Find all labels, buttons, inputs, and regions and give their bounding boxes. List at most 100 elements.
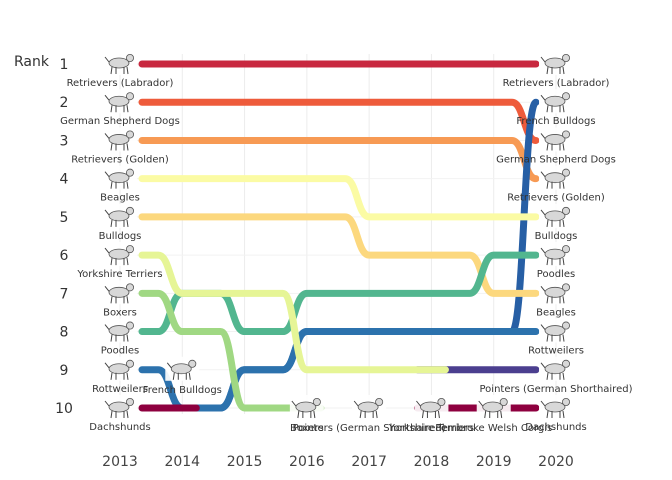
y-tick-label-9: 9 bbox=[60, 363, 69, 379]
dog-icon-legs bbox=[104, 400, 129, 419]
dog-icon-legs bbox=[104, 209, 129, 227]
dog-icon-body bbox=[544, 286, 566, 298]
dog-icon-head bbox=[562, 92, 570, 101]
dog-icon-legs bbox=[540, 133, 565, 151]
series-line-yorkshire-terriers bbox=[138, 251, 449, 374]
dog-label-dachshunds-2020: Dachshunds bbox=[525, 422, 586, 433]
dog-icon-german-shepherd-dogs-2013 bbox=[103, 89, 137, 114]
y-axis-title: Rank bbox=[14, 54, 50, 70]
dog-icon-head bbox=[126, 397, 134, 406]
dog-icon-head bbox=[562, 245, 570, 254]
dog-icon-bulldogs-2020 bbox=[539, 203, 573, 228]
dog-icon-dachshunds-2013 bbox=[103, 395, 137, 419]
dog-label-german-shepherd-dogs-2020: German Shepherd Dogs bbox=[496, 154, 616, 165]
dog-icon-german-shepherd-dogs-2020 bbox=[539, 127, 573, 152]
dog-icon-legs bbox=[104, 133, 129, 151]
dog-icon-legs bbox=[540, 56, 565, 75]
series-line-german-shepherd-dogs bbox=[138, 98, 540, 144]
y-axis: Rank 1 2 3 4 5 6 7 8 9 10 bbox=[14, 54, 73, 417]
y-tick-label-7: 7 bbox=[60, 286, 69, 302]
y-tick-label-8: 8 bbox=[60, 325, 69, 341]
dog-icon-body bbox=[108, 134, 130, 145]
y-tick-label-1: 1 bbox=[60, 57, 69, 73]
dog-icon-poodles-2020 bbox=[539, 242, 573, 267]
dog-icon-retrievers-labrador-2020 bbox=[539, 51, 573, 75]
dog-icon-beagles-2013 bbox=[103, 165, 137, 190]
dog-icon-pointers-german-shorthaired-2017 bbox=[352, 395, 387, 419]
dog-icon-body bbox=[108, 248, 130, 260]
dog-label-poodles-2020: Poodles bbox=[537, 269, 575, 280]
dog-icon-legs bbox=[540, 247, 565, 266]
dog-icon-dachshunds-2020 bbox=[539, 395, 573, 419]
y-tick-label-5: 5 bbox=[60, 210, 69, 226]
dog-icon-french-bulldogs-2020 bbox=[539, 89, 573, 114]
dog-icon-poodles-2013 bbox=[103, 318, 137, 343]
dog-icon-body bbox=[108, 286, 130, 298]
dog-icon-body bbox=[420, 401, 441, 413]
dog-icon-body bbox=[544, 172, 566, 184]
dog-label-yorkshire-terriers-2018: Yorkshire Terriers bbox=[388, 423, 474, 434]
dog-icon-yorkshire-terriers-2018 bbox=[414, 395, 449, 419]
series-line-rottweilers bbox=[138, 328, 540, 412]
dog-icon-legs bbox=[104, 362, 129, 380]
dog-icon-legs bbox=[104, 324, 129, 342]
dog-label-retrievers-labrador-2020: Retrievers (Labrador) bbox=[503, 78, 610, 89]
dog-label-retrievers-golden-2020: Retrievers (Golden) bbox=[507, 193, 605, 204]
dog-icon-legs bbox=[104, 56, 129, 75]
dog-label-bulldogs-2020: Bulldogs bbox=[535, 231, 578, 242]
dog-icon-body bbox=[544, 210, 566, 222]
dog-icon-head bbox=[312, 397, 321, 406]
x-tick-label-2019: 2019 bbox=[476, 454, 512, 470]
dog-icon-head bbox=[562, 321, 570, 330]
dog-icon-body bbox=[544, 57, 566, 69]
dog-label-rottweilers-2020: Rottweilers bbox=[528, 346, 584, 357]
x-tick-label-2013: 2013 bbox=[102, 454, 138, 470]
dog-icon-head bbox=[562, 168, 570, 177]
dog-icon-body bbox=[295, 401, 317, 413]
y-tick-label-3: 3 bbox=[60, 133, 69, 149]
dog-icon-head bbox=[126, 53, 134, 62]
dog-icon-legs bbox=[353, 400, 378, 419]
dog-icon-legs bbox=[540, 324, 565, 342]
dog-icon-body bbox=[482, 401, 504, 413]
x-tick-label-2017: 2017 bbox=[351, 454, 387, 470]
dog-icon-head bbox=[126, 359, 134, 368]
dog-icon-legs bbox=[540, 362, 565, 380]
dog-icon-body bbox=[108, 210, 130, 222]
dog-icon-head bbox=[562, 359, 570, 368]
dog-icon-retrievers-golden-2020 bbox=[539, 165, 573, 190]
dog-icon-head bbox=[126, 168, 134, 177]
series-line-beagles bbox=[138, 175, 540, 221]
dog-icon-rottweilers-2013 bbox=[103, 356, 137, 381]
dog-icon-body bbox=[544, 325, 566, 336]
x-axis: 2013 2014 2015 2016 2017 2018 2019 2020 bbox=[102, 454, 574, 470]
dog-icon-head bbox=[126, 321, 134, 330]
dog-icon-head bbox=[562, 53, 570, 62]
dog-label-rottweilers-2013: Rottweilers bbox=[92, 384, 148, 395]
x-tick-label-2014: 2014 bbox=[164, 454, 200, 470]
dog-label-german-shepherd-dogs-2013: German Shepherd Dogs bbox=[60, 116, 180, 127]
dog-icon-legs bbox=[104, 286, 129, 304]
y-tick-label-2: 2 bbox=[60, 95, 69, 111]
dog-icon-rottweilers-2020 bbox=[539, 318, 573, 343]
dog-labels: Retrievers (Labrador) German Shepherd Dog… bbox=[60, 78, 632, 434]
dog-label-beagles-2020: Beagles bbox=[536, 307, 576, 318]
dog-label-pointers-german-shorthaired-2017: Pointers (German Shorthaired) bbox=[293, 423, 446, 434]
dog-icon-body bbox=[170, 363, 192, 375]
dog-icon-legs bbox=[540, 209, 565, 227]
dog-icon-legs bbox=[540, 94, 565, 113]
dog-icon-legs bbox=[416, 400, 440, 419]
dog-label-retrievers-golden-2013: Retrievers (Golden) bbox=[71, 154, 169, 165]
dog-icon-body bbox=[544, 134, 566, 145]
dog-icon-head bbox=[126, 245, 134, 254]
dog-icon-pembroke-welsh-corgis-2019 bbox=[476, 395, 511, 419]
dog-icon-legs bbox=[478, 400, 503, 419]
dog-icon-body bbox=[108, 363, 130, 375]
dog-icon-boxers-2013 bbox=[103, 280, 137, 305]
dog-icon-boxers-2016 bbox=[289, 395, 324, 419]
dog-label-french-bulldogs-2020: French Bulldogs bbox=[516, 116, 595, 127]
dog-icon-pointers-german-shorthaired-2020 bbox=[539, 356, 573, 381]
dog-icon-head bbox=[562, 206, 570, 215]
dog-icon-head bbox=[562, 283, 570, 292]
